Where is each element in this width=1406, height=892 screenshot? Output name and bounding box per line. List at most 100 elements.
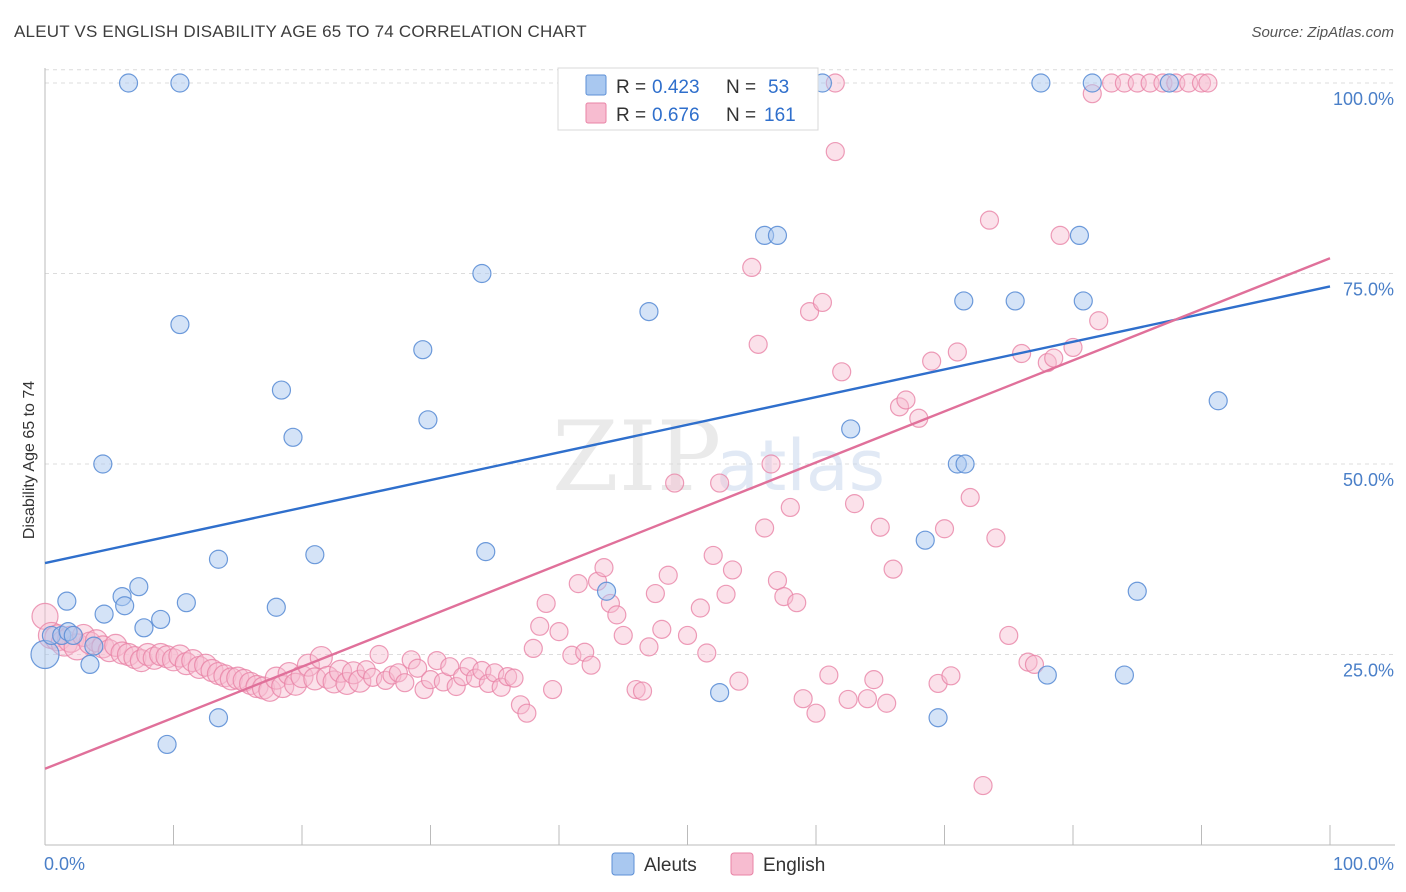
aleut-point (639, 302, 659, 322)
english-point (219, 667, 243, 691)
english-point (793, 689, 813, 709)
english-point (812, 292, 833, 313)
aleut-point (710, 682, 730, 703)
axes (44, 68, 1395, 846)
aleut-trend-line (44, 285, 1331, 565)
aleuts-series-swatch (611, 852, 635, 876)
grid-lines (45, 69, 1395, 655)
aleut-point (157, 734, 177, 755)
english-point (542, 679, 563, 700)
aleut-n-label: N = (726, 77, 756, 98)
aleut-point (129, 577, 149, 597)
english-point (348, 669, 372, 693)
english-point (465, 668, 486, 688)
english-point (922, 351, 942, 371)
english-point (697, 643, 717, 663)
aleut-point (271, 380, 292, 400)
english-point (440, 657, 460, 677)
aleut-point (208, 708, 229, 728)
aleut-point (283, 427, 303, 447)
english-point (581, 655, 601, 675)
english-r-value: 0.676 (652, 105, 700, 126)
english-point (742, 257, 762, 278)
english-point (174, 652, 198, 676)
aleut-r-value: 0.423 (652, 77, 700, 98)
x-tick-label-max: 100.0% (1333, 854, 1394, 874)
english-point (832, 362, 852, 382)
english-point (690, 598, 710, 618)
aleut-point (266, 597, 286, 617)
english-point (716, 584, 736, 604)
english-point (632, 681, 653, 701)
english-point (1024, 654, 1045, 675)
aleut-point (305, 545, 325, 565)
english-point (877, 693, 897, 713)
english-point (116, 642, 141, 667)
english-point (316, 665, 340, 689)
y-tick-label: 25.0% (1343, 661, 1394, 681)
english-point (626, 679, 646, 700)
english-point (819, 665, 839, 685)
english-point (395, 673, 415, 693)
english-point (864, 670, 884, 690)
english-point (767, 570, 788, 591)
english-point (639, 637, 659, 657)
english-point (408, 658, 428, 678)
english-n-value: 161 (764, 105, 796, 126)
english-point (722, 560, 743, 580)
english-point (594, 558, 614, 578)
english-point (388, 663, 408, 683)
english-point (645, 583, 665, 604)
y-tick-label: 50.0% (1343, 470, 1394, 490)
english-point (568, 574, 588, 594)
aleut-point (151, 609, 171, 630)
english-point (838, 689, 858, 710)
aleut-point (413, 340, 433, 360)
aleut-n-value: 53 (768, 77, 789, 98)
english-point (941, 666, 961, 686)
english-point (459, 657, 479, 677)
aleut-point (84, 636, 104, 656)
english-point (517, 703, 537, 723)
english-point (857, 689, 878, 709)
aleut-r-label: R = (616, 77, 646, 98)
trend-lines (44, 257, 1331, 770)
english-point (613, 625, 633, 646)
english-r-label: R = (616, 105, 646, 126)
english-point (161, 648, 186, 672)
aleut-point (767, 225, 788, 245)
english-point (1191, 73, 1212, 93)
english-point (652, 619, 672, 639)
aleut-point (476, 542, 496, 562)
x-tick-label-min: 0.0% (44, 854, 85, 874)
english-point (947, 342, 967, 362)
english-point (710, 473, 730, 493)
english-point (356, 660, 376, 680)
english-point (136, 642, 160, 667)
aleut-point (57, 591, 77, 611)
aleut-point (176, 593, 196, 613)
aleut-point (418, 410, 438, 430)
english-point (979, 210, 1000, 230)
aleut-point (170, 73, 190, 93)
stats-legend: R = 0.423 N = 53 R = 0.676 N = 161 (557, 67, 819, 131)
english-point (780, 497, 800, 518)
aleut-legend-swatch (585, 74, 607, 96)
english-point (1050, 225, 1070, 245)
english-point (986, 528, 1006, 548)
aleut-point (208, 549, 229, 569)
english-point (168, 644, 192, 668)
english-point (303, 667, 327, 691)
english-n-label: N = (726, 105, 756, 126)
english-point (322, 670, 346, 694)
aleut-point (472, 263, 492, 284)
chart-title: ALEUT VS ENGLISH DISABILITY AGE 65 TO 74… (14, 22, 587, 41)
watermark-zip: ZIP (552, 401, 721, 513)
watermark: ZIP atlas (552, 401, 885, 513)
english-point (1198, 73, 1218, 93)
english-point (523, 638, 543, 659)
aleut-point (596, 581, 617, 601)
english-point (825, 141, 845, 162)
y-tick-label: 75.0% (1343, 280, 1394, 300)
aleut-point (118, 73, 139, 93)
